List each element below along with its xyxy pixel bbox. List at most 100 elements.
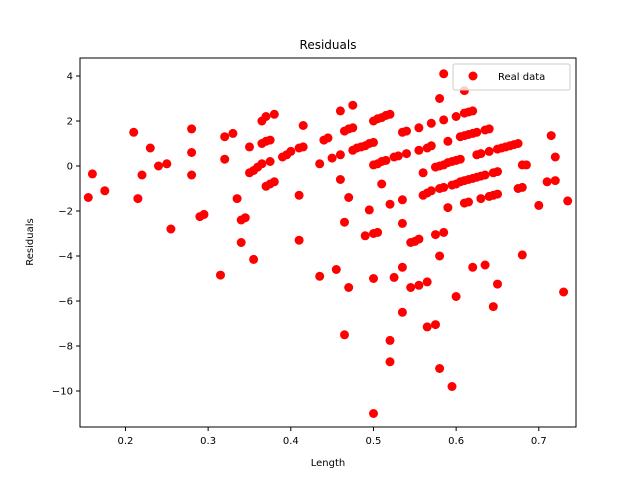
data-point [493,279,502,289]
data-point [414,280,424,290]
data-point [344,193,354,202]
data-point [137,170,147,180]
data-point [377,179,387,189]
data-point [269,177,279,187]
data-point [249,254,259,264]
x-axis-ticks: 0.2 0.3 0.4 0.5 0.6 0.7 [118,427,547,447]
y-tick-label: −2 [58,207,73,218]
data-point [369,137,378,147]
data-point [381,155,391,165]
chart-title: Residuals [300,38,357,52]
data-point [315,159,325,169]
data-point [550,176,560,186]
data-point [521,160,531,170]
data-point [397,218,407,228]
data-point [166,224,176,234]
data-point [187,148,197,157]
x-tick-label: 0.4 [283,436,299,447]
data-point [559,287,569,297]
data-point [418,168,428,178]
data-point [369,274,378,283]
data-point [335,175,345,184]
data-point [261,112,271,121]
data-point [162,159,172,169]
data-point [83,193,93,202]
data-point [414,145,424,155]
data-point [286,146,296,156]
data-point [488,302,498,312]
data-point [472,127,482,137]
data-point [315,271,325,281]
data-point [133,194,143,204]
data-point [542,177,552,187]
data-point [298,142,308,152]
data-points [83,69,573,418]
data-point [426,118,436,128]
data-point [443,136,453,146]
x-tick-label: 0.2 [118,436,134,447]
data-point [406,283,416,292]
data-point [187,170,197,180]
data-point [323,133,333,143]
data-point [493,167,502,177]
data-point [220,154,230,164]
data-point [154,161,163,171]
data-point [534,200,544,210]
data-point [327,153,337,163]
data-point [443,203,453,213]
data-point [468,106,478,116]
data-point [402,149,411,159]
data-point [348,100,358,110]
y-tick-label: −8 [58,342,73,353]
data-point [265,135,275,145]
data-point [426,141,436,151]
data-point [236,238,246,247]
y-tick-label: 4 [67,72,73,83]
x-tick-label: 0.5 [366,436,382,447]
data-point [422,277,432,287]
data-point [397,262,407,272]
x-tick-label: 0.6 [448,436,464,447]
data-point [426,186,436,196]
data-point [397,195,407,205]
data-point [340,217,349,227]
data-point [464,197,473,207]
y-axis-label: Residuals [25,218,36,265]
data-point [517,182,527,192]
data-point [439,115,449,125]
data-point [468,262,478,272]
x-tick-label: 0.3 [200,436,216,447]
plot-frame [79,57,577,428]
data-point [439,182,449,192]
data-point [240,213,250,223]
data-point [480,170,490,180]
y-tick-label: 0 [67,162,73,173]
data-point [513,139,523,148]
data-point [294,235,304,245]
data-point [431,230,440,240]
x-axis-label: Length [311,458,346,469]
data-point [187,124,197,134]
data-point [493,189,502,199]
data-point [294,190,304,200]
data-point [269,109,279,119]
data-point [335,106,345,116]
data-point [476,194,486,204]
data-point [335,150,345,160]
legend-label: Real data [498,72,545,83]
x-tick-label: 0.7 [531,436,547,447]
y-tick-label: −10 [52,387,73,398]
data-point [546,131,556,141]
data-point [484,124,494,134]
data-point [431,320,440,330]
data-point [517,250,527,260]
data-point [393,151,403,161]
data-point [257,159,267,169]
data-point [389,272,399,282]
data-point [348,123,358,133]
data-point [455,154,465,164]
data-point [451,292,461,301]
data-point [563,196,573,206]
data-point [232,194,242,204]
